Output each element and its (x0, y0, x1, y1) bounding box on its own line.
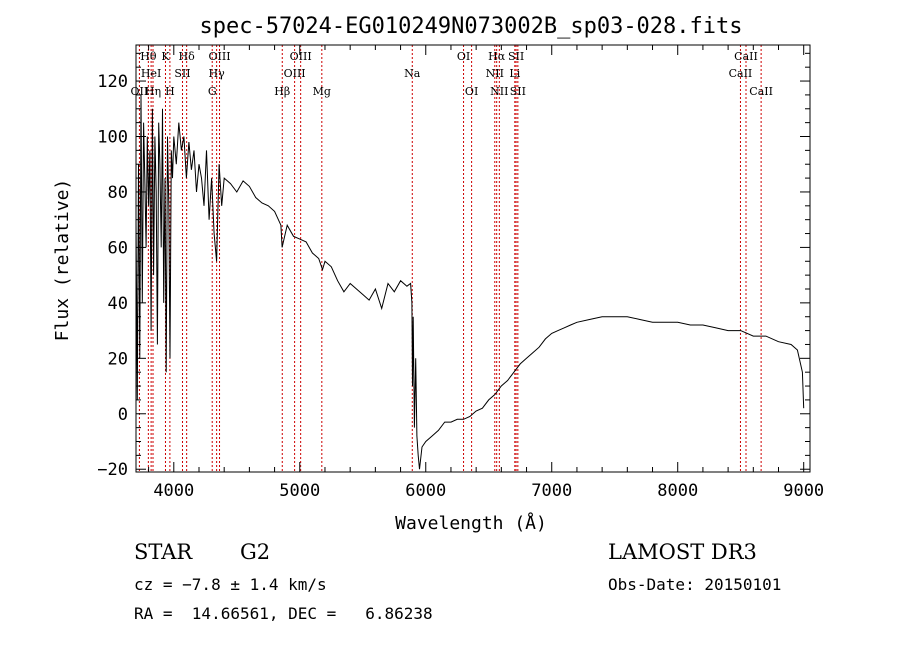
line-label-14: Mg (313, 85, 331, 98)
y-axis-ticks: −20 0 20 40 60 80 100 120 (97, 52, 810, 480)
line-label-25: CaII (729, 67, 753, 80)
spectrum-line (135, 94, 805, 470)
object-subclass: G2 (240, 540, 271, 564)
line-label-18: Hα (488, 50, 506, 63)
line-label-19: NII (486, 67, 504, 80)
line-label-9: Hγ (209, 67, 226, 80)
line-label-0: Hθ (140, 50, 157, 63)
y-tick-label-0: −20 (97, 460, 128, 480)
line-label-13: OIII (284, 67, 306, 80)
line-label-5: SII (174, 67, 190, 80)
line-label-20: NII (490, 85, 508, 98)
y-tick-label-7: 120 (97, 72, 128, 92)
redshift-velocity: cz = −7.8 ± 1.4 km/s (134, 575, 327, 594)
x-tick-label-3: 7000 (531, 481, 572, 501)
line-label-21: SII (508, 50, 524, 63)
line-label-11: Hβ (274, 85, 290, 98)
line-marker-labels: Hθ OII HeI Hη K SII H Hδ OIII Hγ G Hβ OIII OIII Mg Na OI… (131, 50, 773, 98)
chart-title: spec-57024-EG010249N073002B_sp03-028.fit… (199, 14, 742, 39)
line-label-16: OI (457, 50, 470, 63)
line-label-26: CaII (749, 85, 773, 98)
y-tick-label-3: 40 (108, 294, 128, 314)
plot-frame (135, 44, 811, 473)
x-tick-label-2: 6000 (405, 481, 446, 501)
x-tick-label-1: 5000 (279, 481, 320, 501)
y-tick-label-4: 60 (108, 238, 128, 258)
line-label-8: OIII (208, 50, 230, 63)
x-tick-label-0: 4000 (153, 481, 194, 501)
line-label-4: K (161, 50, 170, 63)
x-axis-label: Wavelength (Å) (395, 512, 547, 534)
y-tick-label-1: 0 (118, 405, 128, 425)
line-label-22: Li (509, 67, 520, 80)
object-class: STAR (134, 540, 193, 564)
line-label-7: Hδ (179, 50, 196, 63)
line-label-10: G (208, 85, 217, 98)
observation-date: Obs-Date: 20150101 (608, 575, 782, 594)
coordinates: RA = 14.66561, DEC = 6.86238 (134, 604, 433, 623)
y-axis-label: Flux (relative) (52, 179, 73, 342)
line-markers (138, 45, 762, 472)
y-tick-label-6: 100 (97, 128, 128, 148)
line-label-2: HeI (141, 67, 161, 80)
line-label-17: OI (465, 85, 478, 98)
line-label-1: OII (131, 85, 149, 98)
line-label-23: SII (510, 85, 526, 98)
line-label-15: Na (404, 67, 421, 80)
x-axis-ticks: 4000 5000 6000 7000 8000 9000 (148, 45, 824, 501)
line-label-6: H (165, 85, 175, 98)
y-tick-label-2: 20 (108, 349, 128, 369)
x-tick-label-5: 9000 (783, 481, 824, 501)
survey-name: LAMOST DR3 (608, 540, 757, 564)
line-label-24: CaII (734, 50, 758, 63)
x-tick-label-4: 8000 (657, 481, 698, 501)
y-tick-label-5: 80 (108, 183, 128, 203)
line-label-12: OIII (290, 50, 312, 63)
line-label-3: Hη (145, 85, 161, 98)
